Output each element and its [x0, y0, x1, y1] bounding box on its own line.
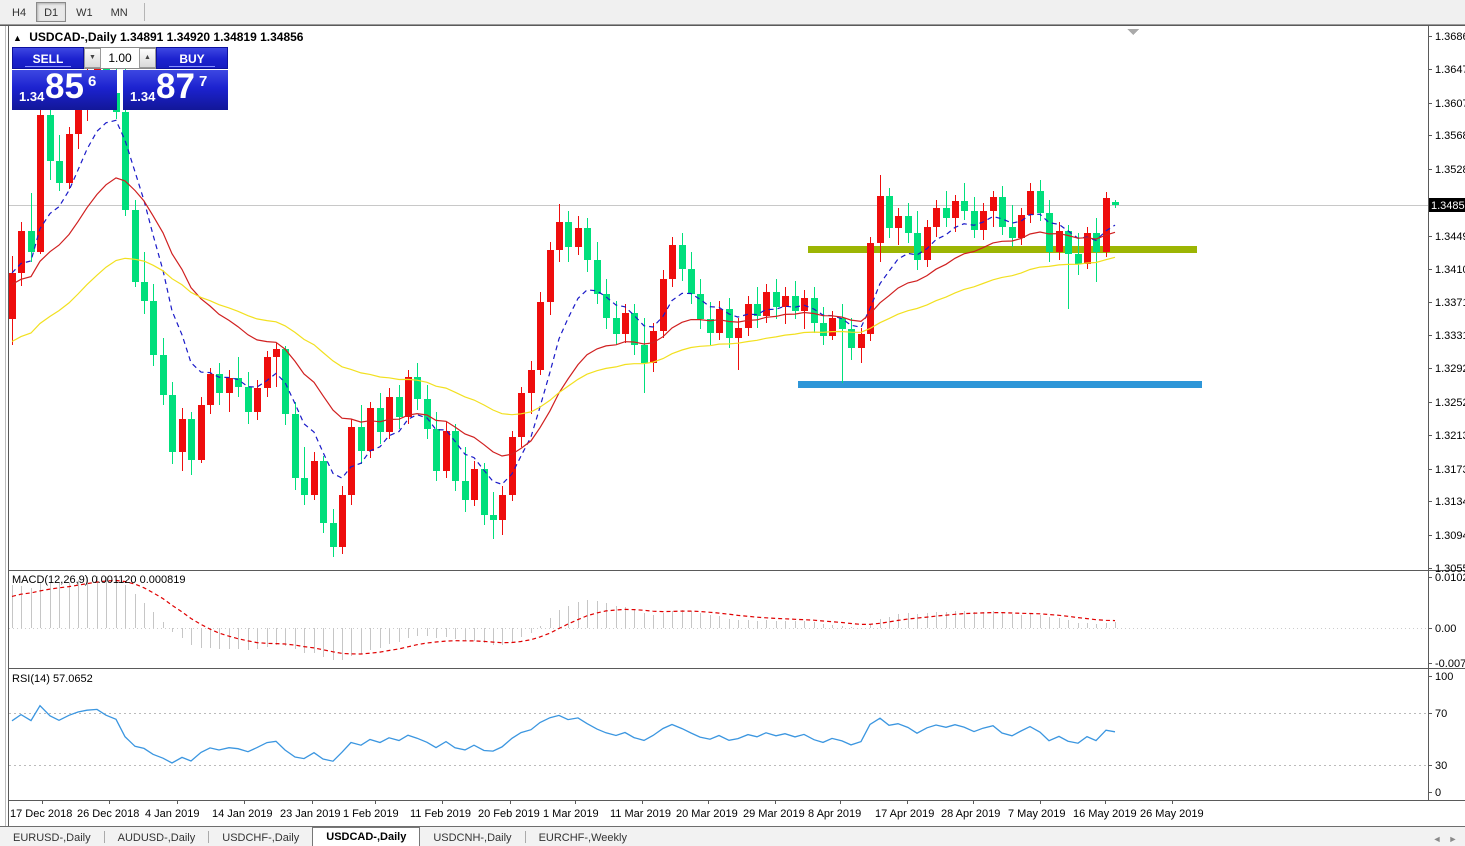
- buy-button-label: BUY: [179, 52, 205, 66]
- svg-text:1.36470: 1.36470: [1435, 64, 1465, 76]
- chart-symbol-period: USDCAD-,Daily: [29, 30, 117, 44]
- buy-price-big-digits: 87: [156, 67, 195, 106]
- tick-direction-icon: ▲: [13, 33, 22, 43]
- chart-shift-marker-icon: [1127, 29, 1139, 35]
- svg-text:23 Jan 2019: 23 Jan 2019: [280, 808, 341, 820]
- buy-button-underline: [169, 66, 215, 67]
- toolbar-separator: [143, 3, 145, 21]
- tab-audusd-daily[interactable]: AUDUSD-,Daily: [117, 832, 196, 844]
- macd-indicator-label: MACD(12,26,9) 0.001120 0.000819: [12, 574, 186, 586]
- svg-text:14 Jan 2019: 14 Jan 2019: [212, 808, 273, 820]
- sell-price-pip-digit: 6: [88, 73, 97, 90]
- svg-text:1.32520: 1.32520: [1435, 397, 1465, 409]
- svg-text:1.33710: 1.33710: [1435, 297, 1465, 309]
- svg-text:0.00: 0.00: [1435, 623, 1456, 635]
- lot-increase-button[interactable]: ▲: [139, 48, 156, 68]
- price-axis[interactable]: 1.36860 1.36470 1.36070 1.35680 1.35280 1.344…: [1428, 31, 1465, 799]
- chevron-down-icon: ▼: [89, 54, 96, 61]
- svg-text:1.31340: 1.31340: [1435, 496, 1465, 508]
- tab-usdcnh-daily[interactable]: USDCNH-,Daily: [433, 832, 512, 844]
- chart-title: ▲ USDCAD-,Daily 1.34891 1.34920 1.34819 …: [13, 30, 303, 44]
- timeframe-toolbar: H4 D1 W1 MN: [0, 0, 1465, 25]
- svg-text:30: 30: [1435, 760, 1447, 772]
- chart-frame: [0, 25, 1465, 828]
- svg-text:1.34490: 1.34490: [1435, 231, 1465, 243]
- buy-price-prefix: 1.34: [130, 89, 156, 104]
- svg-text:4 Jan 2019: 4 Jan 2019: [145, 808, 199, 820]
- svg-text:1.32920: 1.32920: [1435, 363, 1465, 375]
- svg-text:1.32130: 1.32130: [1435, 430, 1465, 442]
- tab-separator: [208, 831, 210, 843]
- svg-text:17 Dec 2018: 17 Dec 2018: [10, 808, 72, 820]
- svg-text:0: 0: [1435, 787, 1441, 799]
- svg-text:0.010229: 0.010229: [1435, 572, 1465, 584]
- tab-separator: [524, 831, 526, 843]
- svg-text:7 May 2019: 7 May 2019: [1008, 808, 1065, 820]
- svg-text:70: 70: [1435, 708, 1447, 720]
- svg-text:26 May 2019: 26 May 2019: [1140, 808, 1204, 820]
- svg-text:29 Mar 2019: 29 Mar 2019: [743, 808, 805, 820]
- svg-text:-0.007477: -0.007477: [1435, 658, 1465, 670]
- tab-scroll-right-icon[interactable]: ►: [1445, 832, 1461, 846]
- svg-text:17 Apr 2019: 17 Apr 2019: [875, 808, 934, 820]
- tab-usdchf-daily[interactable]: USDCHF-,Daily: [222, 832, 300, 844]
- tab-eurusd-daily[interactable]: EURUSD-,Daily: [13, 832, 91, 844]
- svg-text:16 May 2019: 16 May 2019: [1073, 808, 1137, 820]
- timeframe-w1-button[interactable]: W1: [68, 2, 101, 22]
- lot-decrease-button[interactable]: ▼: [84, 48, 101, 68]
- lot-size-input[interactable]: 1.00: [101, 48, 139, 68]
- svg-text:20 Mar 2019: 20 Mar 2019: [676, 808, 738, 820]
- buy-price-tile[interactable]: 1.34 87 7: [123, 67, 228, 110]
- timeframe-h4-button[interactable]: H4: [4, 2, 34, 22]
- svg-text:8 Apr 2019: 8 Apr 2019: [808, 808, 861, 820]
- buy-price-pip-digit: 7: [199, 73, 208, 90]
- tab-usdcad-daily[interactable]: USDCAD-,Daily: [312, 827, 421, 846]
- svg-text:20 Feb 2019: 20 Feb 2019: [478, 808, 540, 820]
- one-click-trading-widget: SELL ▼ 1.00 ▲ BUY 1.34 85 6: [12, 47, 228, 110]
- svg-text:1.36070: 1.36070: [1435, 98, 1465, 110]
- macd-panel[interactable]: [9, 576, 1428, 660]
- date-axis[interactable]: 17 Dec 2018 26 Dec 2018 4 Jan 2019 14 Jan 2…: [10, 801, 1204, 820]
- svg-text:1.31730: 1.31730: [1435, 464, 1465, 476]
- sell-price-prefix: 1.34: [19, 89, 45, 104]
- svg-text:1.36860: 1.36860: [1435, 31, 1465, 43]
- sell-button-label: SELL: [32, 52, 64, 66]
- svg-text:1 Feb 2019: 1 Feb 2019: [343, 808, 399, 820]
- timeframe-mn-button[interactable]: MN: [103, 2, 136, 22]
- svg-text:1.33310: 1.33310: [1435, 330, 1465, 342]
- svg-text:1.34100: 1.34100: [1435, 264, 1465, 276]
- tab-eurchf-weekly[interactable]: EURCHF-,Weekly: [538, 832, 627, 844]
- main-chart-panel[interactable]: [9, 55, 1428, 557]
- timeframe-d1-button[interactable]: D1: [36, 2, 67, 22]
- svg-text:100: 100: [1435, 671, 1453, 683]
- svg-text:1.34856: 1.34856: [1431, 200, 1465, 212]
- svg-text:28 Apr 2019: 28 Apr 2019: [941, 808, 1000, 820]
- rsi-panel[interactable]: [9, 704, 1428, 766]
- tab-scroll-left-icon[interactable]: ◄: [1429, 832, 1445, 846]
- svg-text:1.30550: 1.30550: [1435, 563, 1465, 575]
- sell-price-big-digits: 85: [45, 67, 84, 106]
- svg-text:11 Feb 2019: 11 Feb 2019: [410, 808, 471, 820]
- lot-size-spinner: ▼ 1.00 ▲: [84, 47, 156, 69]
- svg-text:1 Mar 2019: 1 Mar 2019: [543, 808, 599, 820]
- svg-text:1.35280: 1.35280: [1435, 164, 1465, 176]
- chart-tab-bar: EURUSD-,Daily AUDUSD-,Daily USDCHF-,Dail…: [0, 826, 1465, 846]
- tab-scroll-controls: ◄ ►: [1429, 832, 1465, 846]
- sell-button-underline: [25, 66, 71, 67]
- svg-text:26 Dec 2018: 26 Dec 2018: [77, 808, 139, 820]
- svg-text:11 Mar 2019: 11 Mar 2019: [610, 808, 671, 820]
- sell-button[interactable]: SELL: [12, 47, 84, 69]
- svg-text:1.30940: 1.30940: [1435, 530, 1465, 542]
- chart-ohlc-values: 1.34891 1.34920 1.34819 1.34856: [119, 30, 304, 44]
- tab-separator: [103, 831, 105, 843]
- chevron-up-icon: ▲: [144, 54, 151, 61]
- sell-price-tile[interactable]: 1.34 85 6: [12, 67, 117, 110]
- rsi-indicator-label: RSI(14) 57.0652: [12, 673, 93, 685]
- svg-text:1.35680: 1.35680: [1435, 130, 1465, 142]
- buy-button[interactable]: BUY: [156, 47, 228, 69]
